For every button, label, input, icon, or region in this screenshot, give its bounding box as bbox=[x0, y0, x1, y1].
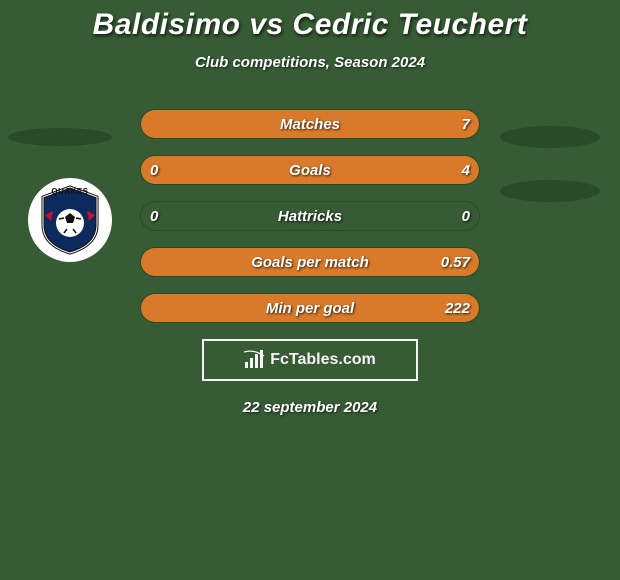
bar-fill-right bbox=[141, 110, 479, 138]
quakes-label: QUAKES bbox=[39, 187, 101, 196]
stat-row: Goals04 bbox=[0, 155, 620, 185]
stat-bar: Goals per match bbox=[140, 247, 480, 277]
comparison-subtitle: Club competitions, Season 2024 bbox=[0, 54, 620, 71]
bar-fill-right bbox=[141, 248, 479, 276]
stat-bar: Goals bbox=[140, 155, 480, 185]
stat-row: Min per goal222 bbox=[0, 293, 620, 323]
stat-row: Goals per match0.57 bbox=[0, 247, 620, 277]
stat-bar: Min per goal bbox=[140, 293, 480, 323]
fctables-text: FcTables.com bbox=[270, 351, 376, 369]
bar-fill-right bbox=[141, 156, 479, 184]
bar-fill-right bbox=[141, 294, 479, 322]
stat-label: Hattricks bbox=[141, 202, 479, 230]
bar-chart-icon bbox=[244, 350, 266, 370]
stat-bar: Hattricks bbox=[140, 201, 480, 231]
stat-bar: Matches bbox=[140, 109, 480, 139]
stat-row: Matches7 bbox=[0, 109, 620, 139]
fctables-watermark: FcTables.com bbox=[202, 339, 418, 381]
comparison-title: Baldisimo vs Cedric Teuchert bbox=[0, 0, 620, 42]
stat-row: Hattricks00 bbox=[0, 201, 620, 231]
comparison-date: 22 september 2024 bbox=[0, 399, 620, 416]
